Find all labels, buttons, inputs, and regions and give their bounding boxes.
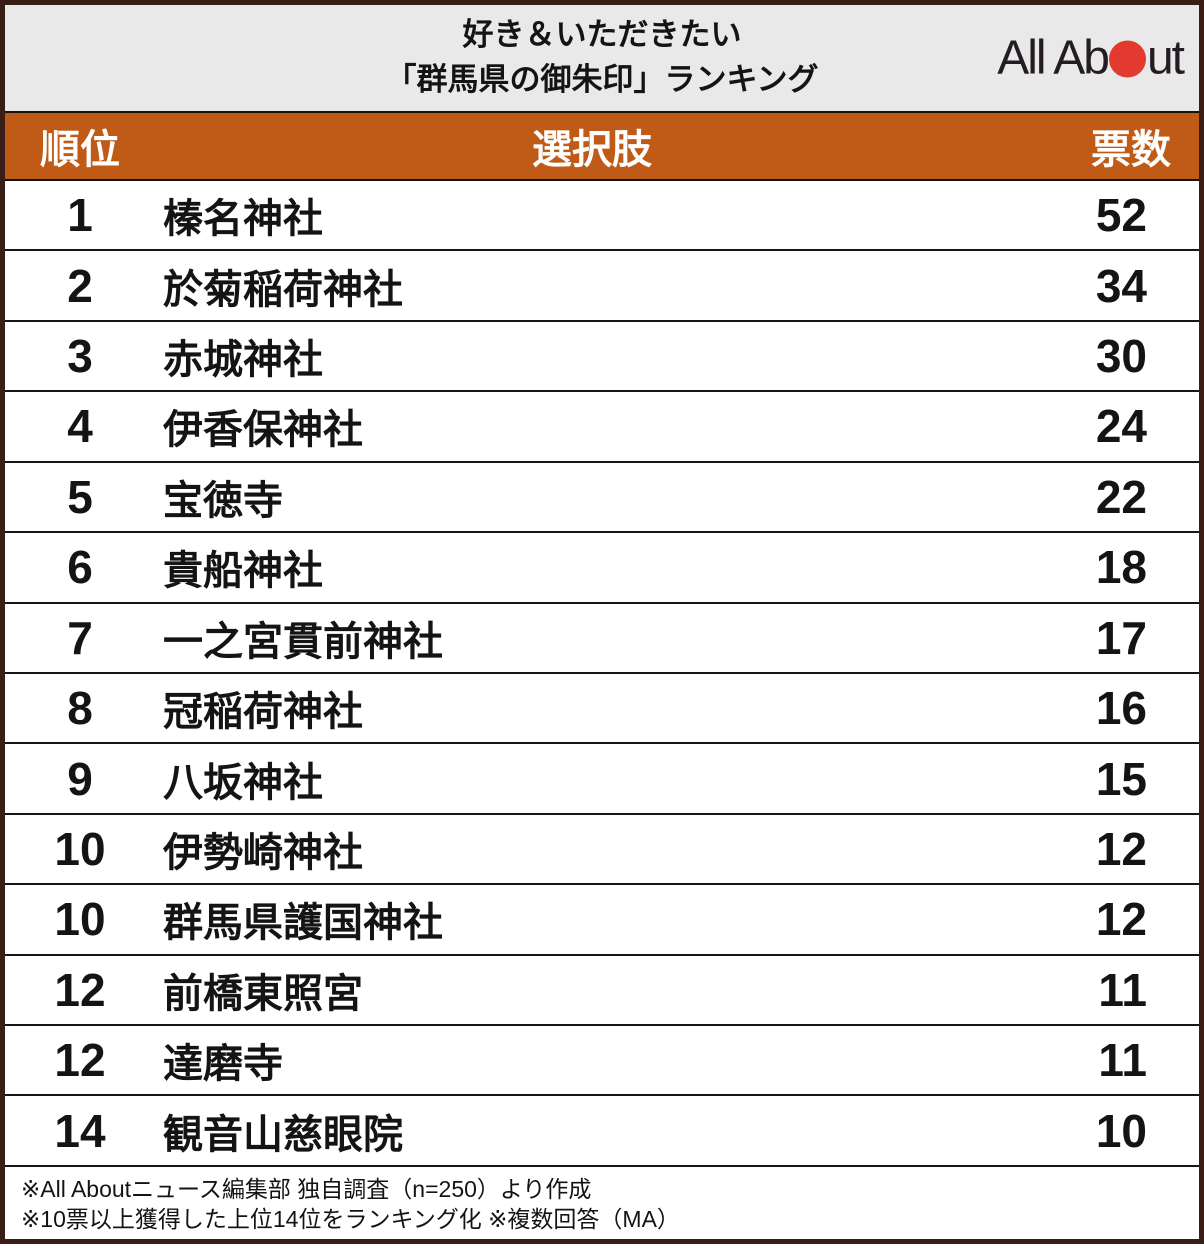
votes-cell: 11	[1098, 1034, 1147, 1087]
table-row: 2 於菊稲荷神社 34	[5, 251, 1199, 322]
table-row: 12 達磨寺 11	[5, 1026, 1199, 1097]
rank-cell: 6	[67, 541, 93, 594]
table-row: 14 観音山慈眼院 10	[5, 1096, 1199, 1164]
name-cell: 観音山慈眼院	[163, 1112, 403, 1157]
table-row: 7 一之宮貫前神社 17	[5, 604, 1199, 674]
table-row: 9 八坂神社 15	[5, 744, 1199, 815]
name-cell: 榛名神社	[163, 197, 323, 242]
rank-cell: 12	[54, 1034, 106, 1087]
table-row: 4 伊香保神社 24	[5, 392, 1199, 463]
name-cell: 冠稲荷神社	[163, 690, 363, 735]
rank-cell: 7	[67, 611, 93, 664]
votes-cell: 12	[1095, 893, 1147, 946]
votes-cell: 16	[1095, 682, 1147, 735]
table-row: 5 宝徳寺 22	[5, 463, 1199, 534]
title-band: 好き＆いただきたい 「群馬県の御朱印」ランキング All Ab ut	[5, 5, 1199, 111]
votes-cell: 22	[1095, 470, 1147, 523]
column-header-votes: 票数	[1091, 128, 1171, 172]
logo-text-right: ut	[1146, 31, 1185, 85]
votes-cell: 11	[1098, 963, 1147, 1016]
rank-cell: 1	[67, 189, 93, 242]
votes-cell: 34	[1095, 259, 1147, 312]
votes-cell: 30	[1095, 330, 1147, 383]
table-row: 12 前橋東照宮 11	[5, 956, 1199, 1027]
name-cell: 達磨寺	[163, 1042, 283, 1087]
votes-cell: 52	[1095, 189, 1147, 242]
table-row: 6 貴船神社 18	[5, 533, 1199, 604]
name-cell: 伊勢崎神社	[163, 831, 363, 875]
rank-cell: 10	[54, 823, 106, 875]
rank-cell: 5	[67, 470, 93, 523]
source-notes: ※All Aboutニュース編集部 独自調査（n=250）より作成 ※10票以上…	[5, 1165, 1199, 1239]
table-row: 10 群馬県護国神社 12	[5, 885, 1199, 956]
rank-cell: 9	[67, 752, 93, 805]
name-cell: 群馬県護国神社	[163, 901, 443, 946]
page-title: 好き＆いただきたい 「群馬県の御朱印」ランキング	[385, 13, 818, 103]
name-cell: 貴船神社	[163, 549, 323, 594]
name-cell: 前橋東照宮	[163, 971, 363, 1016]
table-row: 1 榛名神社 52	[5, 181, 1199, 252]
table-header-row: 順位 選択肢 票数	[5, 111, 1199, 181]
footnote-2: ※10票以上獲得した上位14位をランキング化 ※複数回答（MA）	[21, 1206, 680, 1233]
name-cell: 宝徳寺	[163, 478, 283, 523]
rank-cell: 3	[67, 330, 93, 383]
table-row: 8 冠稲荷神社 16	[5, 674, 1199, 745]
logo-text-left: All Ab	[997, 31, 1110, 85]
name-cell: 伊香保神社	[163, 408, 363, 453]
votes-cell: 17	[1095, 611, 1147, 664]
rank-cell: 14	[54, 1104, 106, 1157]
allabout-logo: All Ab ut	[997, 31, 1185, 86]
column-header-rank: 順位	[40, 128, 120, 172]
rank-cell: 10	[54, 893, 106, 946]
ranking-table-rows: 1 榛名神社 52 2 於菊稲荷神社 34 3 赤城神社 30 4 伊香保神社 24 5 宝徳寺 22 6 貴船…	[5, 181, 1199, 1165]
rank-cell: 12	[54, 963, 106, 1016]
votes-cell: 10	[1095, 1104, 1147, 1157]
rank-cell: 8	[67, 682, 93, 735]
name-cell: 赤城神社	[163, 338, 323, 383]
name-cell: 於菊稲荷神社	[163, 267, 403, 312]
table-row: 10 伊勢崎神社 12	[5, 815, 1199, 886]
table-row: 3 赤城神社 30	[5, 322, 1199, 393]
title-line-2: 「群馬県の御朱印」ランキング	[385, 62, 819, 97]
name-cell: 八坂神社	[163, 760, 323, 805]
column-header-choice: 選択肢	[532, 128, 652, 172]
rank-cell: 4	[67, 400, 93, 453]
votes-cell: 15	[1095, 752, 1147, 805]
name-cell: 一之宮貫前神社	[163, 619, 443, 664]
votes-cell: 18	[1095, 541, 1147, 594]
rank-cell: 2	[67, 259, 93, 312]
votes-cell: 12	[1095, 823, 1147, 875]
logo-red-dot-icon	[1108, 40, 1146, 78]
footnote-1: ※All Aboutニュース編集部 独自調査（n=250）より作成	[21, 1176, 592, 1202]
title-line-1: 好き＆いただきたい	[462, 17, 742, 53]
votes-cell: 24	[1095, 400, 1147, 453]
